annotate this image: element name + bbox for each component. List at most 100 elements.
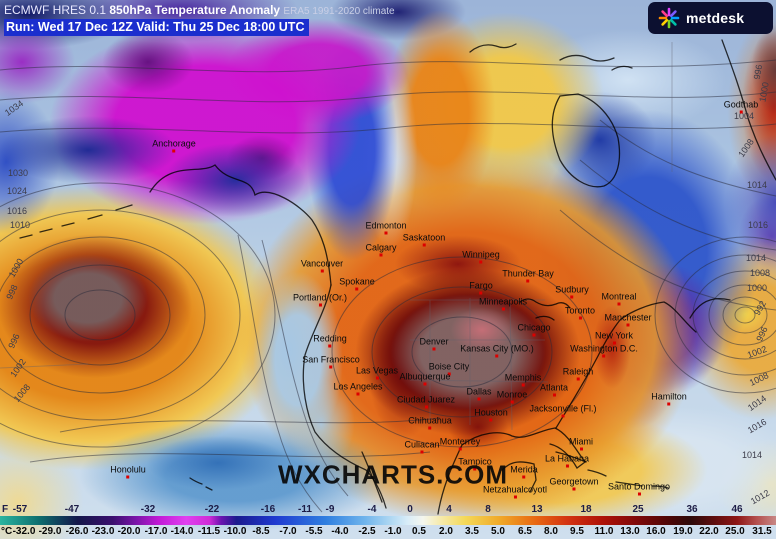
metdesk-logo[interactable]: metdesk (648, 2, 773, 34)
fahrenheit-scale-tick: 0 (407, 504, 413, 515)
fahrenheit-scale-tick: 36 (686, 504, 698, 515)
city-label: Manchester (604, 313, 652, 327)
celsius-scale-tick: 6.5 (518, 526, 532, 537)
city-label: Raleigh (562, 366, 594, 381)
city-label: Chihuahua (408, 416, 452, 430)
city-name: San Francisco (302, 354, 360, 365)
fahrenheit-scale-tick: 4 (446, 504, 452, 515)
city-marker-dot (532, 333, 536, 337)
celsius-scale-tick: 31.5 (752, 526, 772, 537)
city-name: Las Vegas (355, 365, 399, 376)
city-name: Toronto (564, 305, 596, 316)
celsius-scale-tick: 16.0 (646, 526, 666, 537)
city-label: Redding (313, 333, 347, 348)
pressure-contour-label: 1014 (746, 180, 768, 190)
city-label: Portland (Or.) (292, 292, 348, 307)
city-label: Kansas City (MO.) (460, 344, 534, 358)
city-name: Chicago (517, 322, 551, 333)
city-marker-dot (375, 376, 379, 380)
city-name: Netzahualcoyotl (482, 484, 548, 495)
temperature-colorbar (0, 516, 776, 525)
city-label: New York (594, 330, 634, 345)
celsius-unit-label: °C (1, 526, 13, 537)
pressure-contour-label: 1008 (749, 268, 771, 278)
celsius-scale-tick: 19.0 (673, 526, 693, 537)
city-name: Portland (Or.) (292, 292, 348, 303)
celsius-scale-tick: 22.0 (699, 526, 719, 537)
city-label: Honolulu (110, 465, 146, 479)
city-marker-dot (489, 418, 493, 422)
city-marker-dot (432, 347, 436, 351)
celsius-scale-tick: -11.5 (197, 526, 221, 537)
city-marker-dot (612, 341, 616, 345)
fahrenheit-scale-tick: -9 (325, 504, 335, 515)
city-name: Monroe (496, 389, 528, 400)
city-name: Hamilton (651, 391, 687, 402)
wxcharts-watermark: WXCHARTS.COM (277, 459, 509, 490)
celsius-scale-tick: -2.5 (358, 526, 376, 537)
city-label: Edmonton (365, 220, 407, 235)
celsius-scale-tick: -26.0 (65, 526, 89, 537)
city-name: Winnipeg (462, 249, 500, 260)
city-label: Thunder Bay (502, 269, 554, 283)
city-label: Winnipeg (462, 249, 500, 264)
city-label: Georgetown (549, 477, 599, 491)
fahrenheit-scale-tick: -4 (367, 504, 377, 515)
pressure-contour-label: 1016 (6, 206, 28, 216)
city-label: Tampico (458, 456, 492, 471)
city-marker-dot (561, 414, 565, 418)
city-marker-dot (667, 402, 671, 406)
city-marker-dot (521, 383, 525, 387)
city-label: Memphis (505, 373, 541, 387)
pressure-contour-label: 1024 (6, 186, 28, 196)
fahrenheit-scale-tick: 18 (580, 504, 592, 515)
city-label: Santo Domingo (608, 482, 670, 496)
city-label: Monroe (496, 389, 528, 404)
city-label: Hamilton (651, 391, 687, 406)
city-name: Vancouver (300, 258, 344, 269)
coastline-paths (19, 39, 776, 515)
city-label: Culiacan (404, 440, 440, 454)
pressure-contour-label: 1030 (7, 168, 29, 178)
city-name: New York (594, 330, 634, 341)
city-marker-dot (428, 426, 432, 430)
state-border-lines (0, 42, 673, 431)
city-label: Atlanta (540, 383, 568, 397)
city-label: Dallas (466, 387, 492, 401)
city-marker-dot (576, 377, 580, 381)
fahrenheit-scale-tick: -22 (204, 504, 220, 515)
celsius-scale-tick: -29.0 (38, 526, 62, 537)
fahrenheit-scale-tick: 13 (531, 504, 543, 515)
city-name: Redding (313, 333, 347, 344)
fahrenheit-unit-label: F (2, 504, 9, 515)
city-label: Anchorage (152, 138, 196, 153)
city-marker-dot (329, 365, 333, 369)
climate-reference: ERA5 1991-2020 climate (283, 6, 395, 17)
fahrenheit-scale-tick: 25 (632, 504, 644, 515)
city-marker-dot (552, 393, 556, 397)
city-name: Edmonton (365, 220, 407, 231)
city-name: Albuquerque (399, 371, 451, 382)
city-name: Fargo (469, 280, 493, 291)
run-valid-banner: Run: Wed 17 Dec 12Z Valid: Thu 25 Dec 18… (4, 19, 310, 36)
city-name: Raleigh (562, 366, 594, 377)
fahrenheit-scale-tick: -32 (140, 504, 156, 515)
city-name: Ciudad Juarez (396, 394, 456, 405)
city-name: Calgary (365, 242, 397, 253)
city-marker-dot (384, 231, 388, 235)
city-label: Boise City (429, 362, 469, 376)
parameter-title: 850hPa Temperature Anomaly (106, 3, 284, 17)
city-label: La Habana (545, 454, 589, 468)
fahrenheit-scale-tick: 8 (485, 504, 491, 515)
pressure-contour-label: 1010 (9, 220, 31, 230)
isobar-lines (0, 59, 776, 513)
city-marker-dot (423, 382, 427, 386)
pressure-contour-label: 1014 (745, 253, 767, 263)
city-marker-dot (572, 487, 576, 491)
city-name: Anchorage (152, 138, 196, 149)
city-name: Tampico (458, 456, 492, 467)
city-label: Monterrey (440, 437, 480, 451)
city-marker-dot (356, 392, 360, 396)
model-name: ECMWF HRES 0.1 (4, 3, 107, 17)
